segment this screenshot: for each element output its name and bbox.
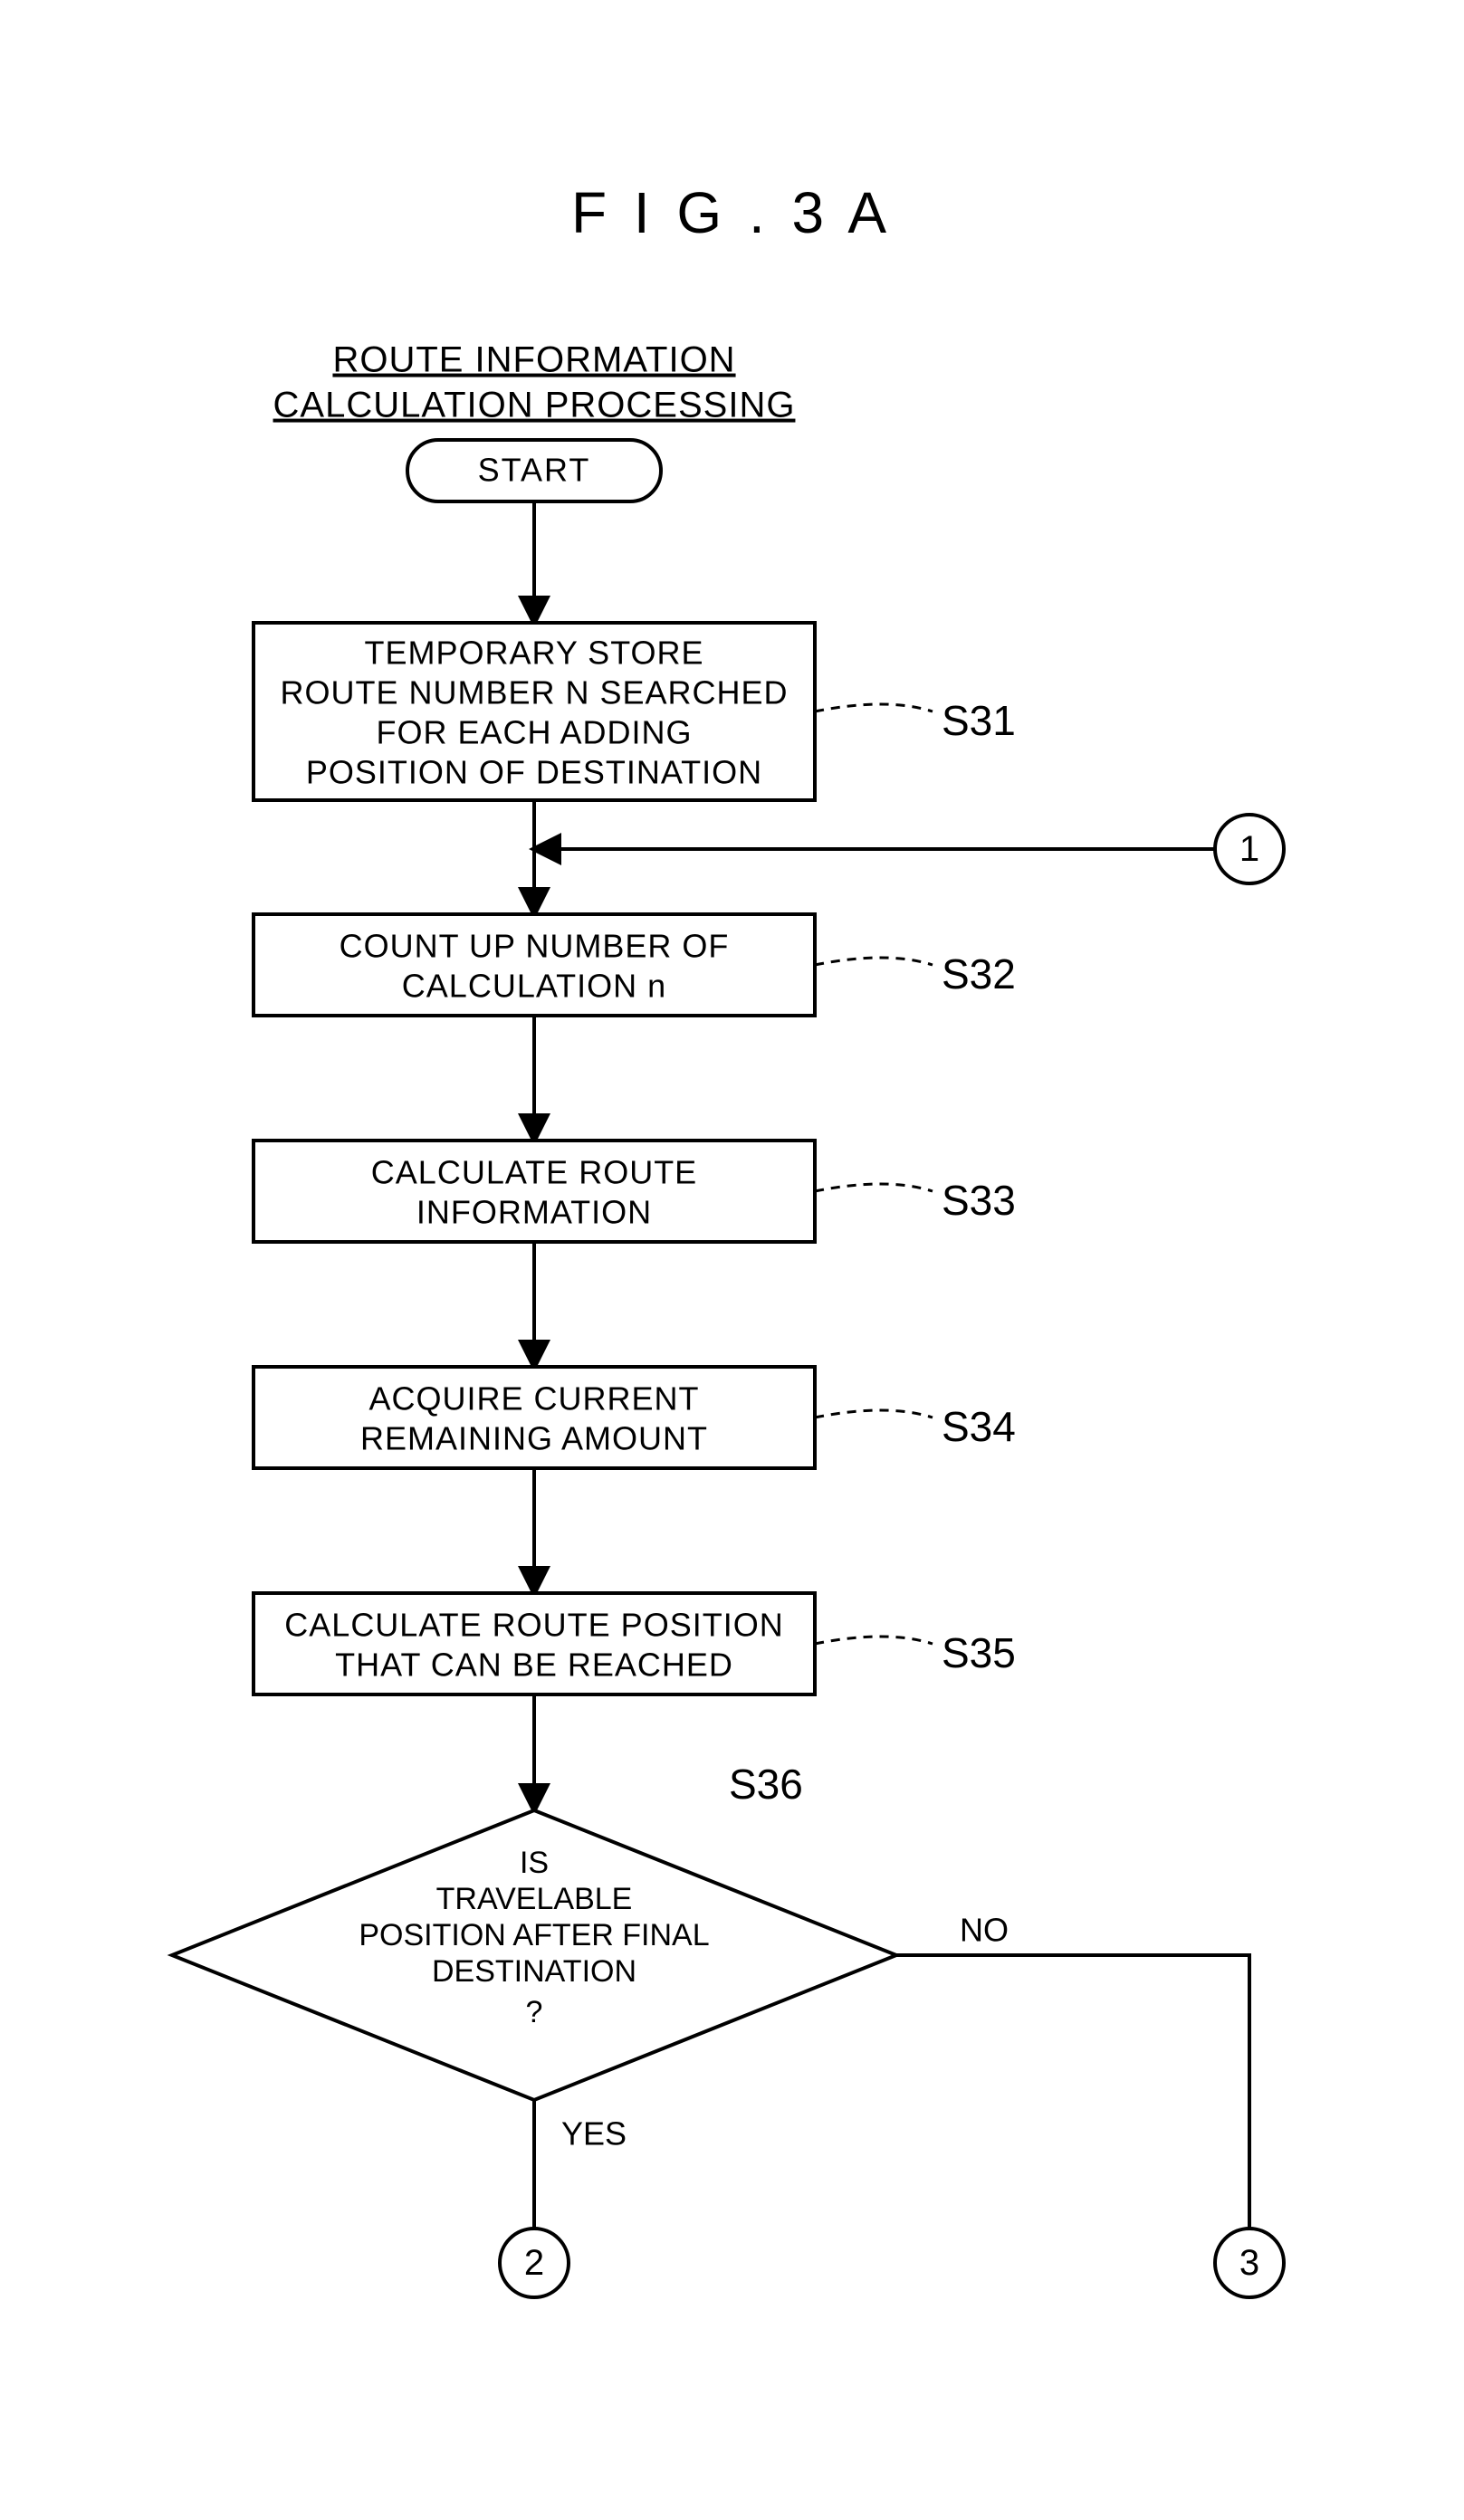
s34-line1: ACQUIRE CURRENT (368, 1380, 699, 1418)
s36-line2: TRAVELABLE (436, 1882, 633, 1916)
start-label: START (478, 452, 591, 489)
s33-leader (815, 1184, 933, 1191)
s33-label: S33 (942, 1177, 1016, 1224)
flowchart-fig-3a: F I G . 3 A ROUTE INFORMATION CALCULATIO… (0, 0, 1464, 2520)
s34-label: S34 (942, 1403, 1016, 1450)
s36-line3: POSITION AFTER FINAL (359, 1918, 709, 1952)
s31-line2: ROUTE NUMBER N SEARCHED (280, 674, 788, 711)
s31-line3: FOR EACH ADDING (376, 714, 692, 751)
s33-line1: CALCULATE ROUTE (371, 1154, 697, 1191)
offpage-connector-3-label: 3 (1239, 2243, 1259, 2283)
s33-line2: INFORMATION (416, 1194, 652, 1231)
s31-label: S31 (942, 697, 1016, 744)
s36-yes-label: YES (561, 2115, 627, 2152)
s35-leader (815, 1637, 933, 1644)
flowchart-header-line2: CALCULATION PROCESSING (273, 386, 796, 425)
s35-line1: CALCULATE ROUTE POSITION (284, 1607, 783, 1644)
s31-line1: TEMPORARY STORE (364, 635, 703, 672)
flowchart-header-line1: ROUTE INFORMATION (332, 340, 735, 380)
offpage-connector-2-label: 2 (524, 2243, 544, 2283)
figure-title: F I G . 3 A (571, 180, 892, 245)
s31-leader (815, 704, 933, 711)
s32-line1: COUNT UP NUMBER OF (340, 928, 730, 965)
s36-no-label: NO (960, 1912, 1009, 1949)
s35-line2: THAT CAN BE REACHED (335, 1647, 733, 1684)
s34-leader (815, 1410, 933, 1418)
s35-label: S35 (942, 1629, 1016, 1676)
s36-line1: IS (520, 1846, 549, 1880)
s34-line2: REMAINING AMOUNT (360, 1420, 708, 1457)
s32-leader (815, 958, 933, 965)
s32-line2: CALCULATION n (402, 968, 666, 1005)
s36-label: S36 (729, 1761, 803, 1808)
s32-label: S32 (942, 950, 1016, 998)
line-s36-no (896, 1955, 1249, 2229)
offpage-connector-1-label: 1 (1239, 829, 1259, 869)
s36-line4: DESTINATION (432, 1954, 636, 1989)
s36-line5: ? (526, 1995, 543, 2029)
s31-line4: POSITION OF DESTINATION (306, 754, 762, 791)
